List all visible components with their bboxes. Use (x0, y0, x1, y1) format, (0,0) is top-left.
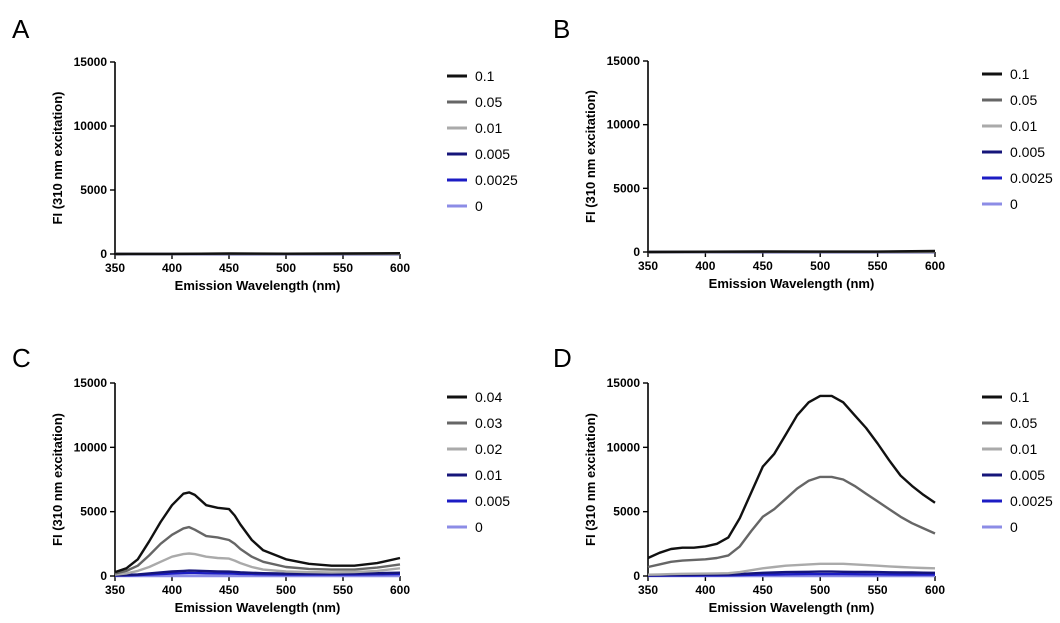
y-tick-label: 5000 (80, 505, 107, 519)
x-tick-label: 350 (638, 583, 658, 597)
y-tick-label: 5000 (613, 505, 640, 519)
legend-label: 0.005 (475, 493, 510, 509)
series-line-0.1 (114, 252, 401, 256)
legend: 0.1 0.05 0.01 0.005 0.0025 0 (447, 68, 518, 214)
legend-label: 0.005 (475, 146, 510, 162)
legend-label: 0.0025 (1010, 170, 1053, 186)
legend-label: 0.01 (475, 120, 502, 136)
legend-label: 0.0025 (1010, 493, 1053, 509)
x-tick-label: 550 (333, 583, 353, 597)
y-tick-label: 5000 (613, 181, 640, 195)
legend-label: 0.01 (475, 467, 502, 483)
x-tick-label: 600 (925, 259, 945, 273)
x-tick-label: 600 (390, 583, 410, 597)
y-tick-label: 10000 (607, 440, 641, 454)
legend: 0.1 0.05 0.01 0.005 0.0025 0 (982, 389, 1053, 535)
x-tick-label: 400 (695, 259, 715, 273)
legend-label: 0.01 (1010, 118, 1037, 134)
legend-label: 0.05 (475, 94, 502, 110)
y-tick-label: 0 (633, 245, 640, 259)
y-tick-label: 15000 (607, 376, 641, 390)
panel-letter: A (12, 14, 30, 44)
x-axis-title: Emission Wavelength (nm) (175, 278, 341, 293)
y-tick-label: 15000 (607, 54, 641, 68)
series-line-0.01 (114, 569, 401, 577)
x-tick-label: 450 (219, 261, 239, 275)
y-tick-label: 0 (100, 247, 107, 261)
legend-label: 0 (475, 519, 483, 535)
x-tick-label: 500 (810, 259, 830, 273)
y-tick-label: 5000 (80, 183, 107, 197)
legend-label: 0.0025 (475, 172, 518, 188)
x-tick-label: 400 (695, 583, 715, 597)
x-tick-label: 550 (868, 583, 888, 597)
series-line-0.01 (647, 562, 936, 576)
legend-label: 0.05 (1010, 92, 1037, 108)
legend-label: 0.03 (475, 415, 502, 431)
x-tick-label: 400 (162, 583, 182, 597)
chart-panel-d: D 0 5000 10000 15000 350 400 450 500 550 600 Emissi… (553, 343, 1053, 615)
legend: 0.04 0.03 0.02 0.01 0.005 0 (447, 389, 510, 535)
chart-panel-b: B 0 5000 10000 15000 350 400 450 500 550 600 Emissi… (553, 14, 1053, 291)
legend-label: 0.05 (1010, 415, 1037, 431)
legend: 0.1 0.05 0.01 0.005 0.0025 0 (982, 66, 1053, 212)
x-tick-label: 450 (753, 583, 773, 597)
series-line-0.03 (114, 525, 401, 575)
legend-label: 0.01 (1010, 441, 1037, 457)
x-tick-label: 500 (276, 261, 296, 275)
x-tick-label: 450 (219, 583, 239, 597)
y-tick-label: 0 (100, 569, 107, 583)
x-tick-label: 600 (925, 583, 945, 597)
legend-label: 0.005 (1010, 467, 1045, 483)
y-tick-label: 10000 (607, 118, 641, 132)
y-tick-label: 10000 (74, 119, 108, 133)
x-tick-label: 450 (753, 259, 773, 273)
series-line-0.02 (114, 552, 401, 576)
series-line-0.1 (647, 394, 936, 560)
y-axis-title: FI (310 nm excitation) (583, 413, 598, 546)
x-axis-title: Emission Wavelength (nm) (709, 276, 875, 291)
x-tick-label: 550 (868, 259, 888, 273)
legend-label: 0.1 (1010, 66, 1030, 82)
x-axis-title: Emission Wavelength (nm) (709, 600, 875, 615)
y-tick-label: 15000 (74, 55, 108, 69)
y-axis-title: FI (310 nm excitation) (583, 90, 598, 223)
chart-panel-a: A 0 5000 10000 15000 350 400 450 500 550 600 Emissi… (12, 14, 518, 293)
panel-letter: C (12, 343, 31, 373)
chart-panel-c: C 0 5000 10000 15000 350 400 450 500 550 600 Emissi… (12, 343, 510, 615)
x-tick-label: 350 (638, 259, 658, 273)
x-axis-title: Emission Wavelength (nm) (175, 600, 341, 615)
x-tick-label: 400 (162, 261, 182, 275)
x-tick-label: 600 (390, 261, 410, 275)
y-axis-title: FI (310 nm excitation) (50, 413, 65, 546)
panel-letter: D (553, 343, 572, 373)
legend-label: 0.02 (475, 441, 502, 457)
legend-label: 0.005 (1010, 144, 1045, 160)
legend-label: 0 (1010, 519, 1018, 535)
legend-label: 0 (475, 198, 483, 214)
x-tick-label: 550 (333, 261, 353, 275)
x-tick-label: 500 (810, 583, 830, 597)
legend-label: 0.1 (475, 68, 495, 84)
panel-letter: B (553, 14, 570, 44)
x-tick-label: 350 (105, 261, 125, 275)
y-tick-label: 0 (633, 569, 640, 583)
series-line-0.1 (647, 249, 936, 254)
x-tick-label: 350 (105, 583, 125, 597)
series-line-0.04 (114, 491, 401, 574)
y-tick-label: 15000 (74, 376, 108, 390)
y-axis-title: FI (310 nm excitation) (50, 92, 65, 225)
y-tick-label: 10000 (74, 440, 108, 454)
series-line-0.05 (647, 475, 936, 569)
legend-label: 0.1 (1010, 389, 1030, 405)
legend-label: 0.04 (475, 389, 502, 405)
x-tick-label: 500 (276, 583, 296, 597)
legend-label: 0 (1010, 196, 1018, 212)
